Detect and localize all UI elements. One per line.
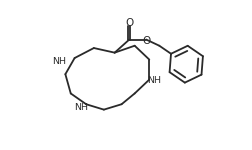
Text: O: O xyxy=(125,18,133,28)
Text: NH: NH xyxy=(74,103,88,112)
Text: O: O xyxy=(142,36,150,46)
Text: NH: NH xyxy=(146,76,160,85)
Text: NH: NH xyxy=(52,57,66,66)
